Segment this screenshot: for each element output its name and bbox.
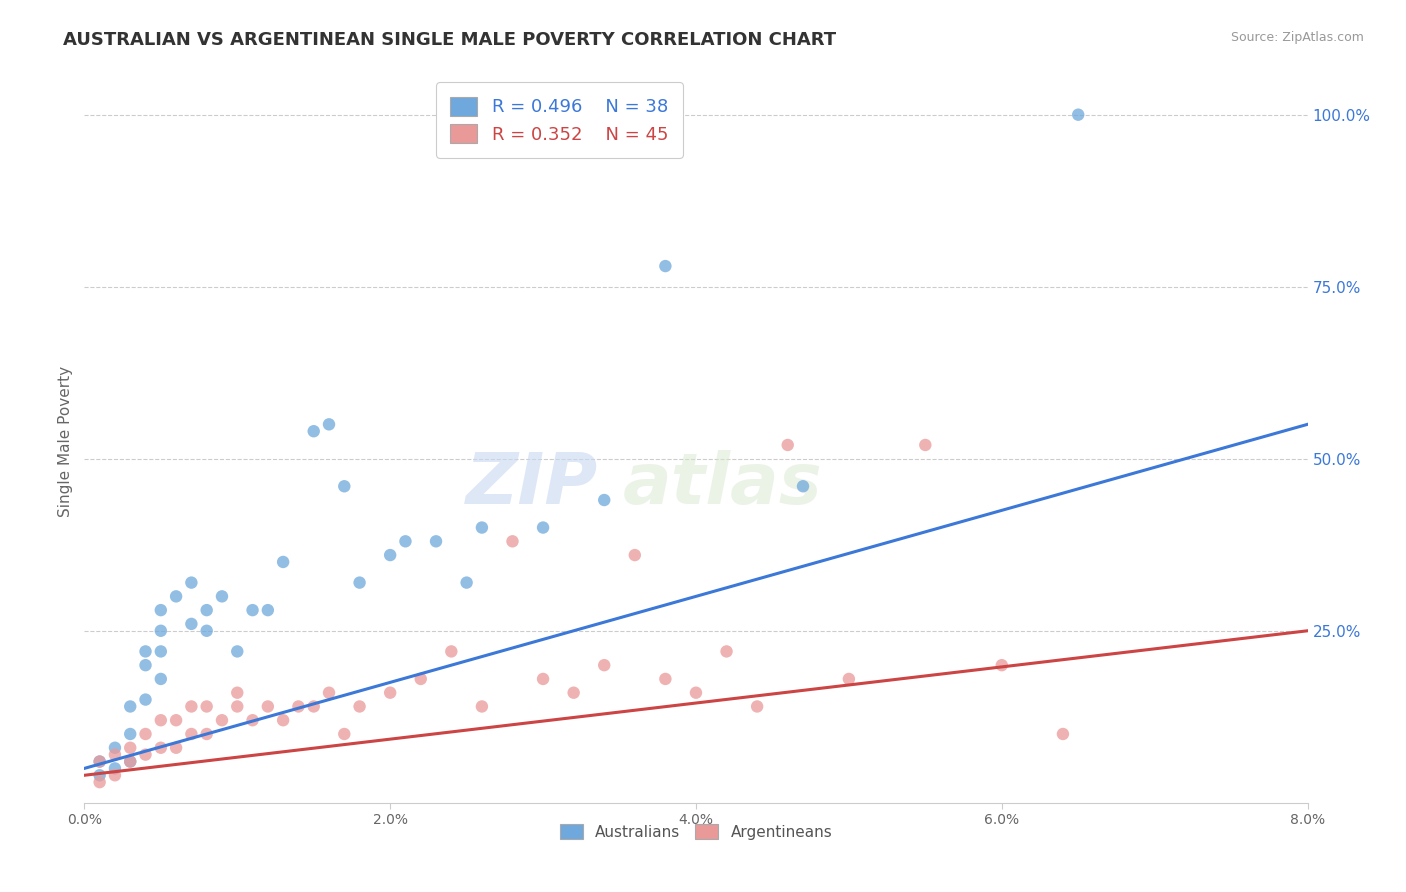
Point (120, 755, 142, 769)
Point (624, 548, 647, 562)
Point (654, 259, 676, 273)
Point (195, 727, 218, 741)
Point (242, 713, 264, 727)
Point (120, 699, 142, 714)
Point (776, 438, 799, 452)
Point (149, 740, 172, 755)
Point (349, 575, 371, 590)
Point (104, 740, 127, 755)
Point (409, 672, 432, 686)
Point (180, 727, 202, 741)
Text: Source: ZipAtlas.com: Source: ZipAtlas.com (1230, 31, 1364, 45)
Legend: Australians, Argentineans: Australians, Argentineans (554, 818, 838, 846)
Point (180, 699, 202, 714)
Point (242, 603, 264, 617)
Point (120, 740, 142, 755)
Point (562, 686, 585, 700)
Text: AUSTRALIAN VS ARGENTINEAN SINGLE MALE POVERTY CORRELATION CHART: AUSTRALIAN VS ARGENTINEAN SINGLE MALE PO… (63, 31, 837, 49)
Point (531, 672, 554, 686)
Point (531, 520, 554, 534)
Point (149, 713, 172, 727)
Point (1052, 727, 1074, 741)
Text: ZIP: ZIP (465, 450, 598, 519)
Point (104, 768, 127, 782)
Point (654, 672, 676, 686)
Point (716, 644, 738, 658)
Point (792, 479, 814, 493)
Point (838, 672, 860, 686)
Point (456, 575, 478, 590)
Point (120, 755, 142, 769)
Point (287, 699, 309, 714)
Point (257, 603, 280, 617)
Point (149, 672, 172, 686)
Point (104, 747, 127, 762)
Point (104, 761, 127, 775)
Point (120, 727, 142, 741)
Point (271, 555, 294, 569)
Point (318, 686, 340, 700)
Point (318, 417, 340, 432)
Point (302, 424, 325, 438)
Point (440, 644, 463, 658)
Point (89, 775, 111, 789)
Point (302, 699, 325, 714)
Point (257, 699, 280, 714)
Point (226, 699, 249, 714)
Point (380, 548, 402, 562)
Point (211, 713, 233, 727)
Point (195, 624, 218, 638)
Point (89, 755, 111, 769)
Point (685, 686, 707, 700)
Point (349, 699, 371, 714)
Point (89, 755, 111, 769)
Point (211, 590, 233, 604)
Point (165, 740, 187, 755)
Point (135, 658, 157, 673)
Point (135, 727, 157, 741)
Point (747, 699, 769, 714)
Point (593, 658, 616, 673)
Point (380, 686, 402, 700)
Point (394, 534, 416, 549)
Point (135, 644, 157, 658)
Point (165, 590, 187, 604)
Point (1067, 108, 1090, 122)
Point (226, 686, 249, 700)
Y-axis label: Single Male Poverty: Single Male Poverty (58, 366, 73, 517)
Point (195, 603, 218, 617)
Point (195, 699, 218, 714)
Point (149, 624, 172, 638)
Point (180, 616, 202, 631)
Point (333, 479, 356, 493)
Point (271, 713, 294, 727)
Point (593, 493, 616, 508)
Text: atlas: atlas (623, 450, 823, 519)
Point (991, 658, 1014, 673)
Point (226, 644, 249, 658)
Point (89, 768, 111, 782)
Point (914, 438, 936, 452)
Point (502, 534, 524, 549)
Point (135, 747, 157, 762)
Point (471, 699, 494, 714)
Point (180, 575, 202, 590)
Point (425, 534, 447, 549)
Point (135, 692, 157, 706)
Point (165, 713, 187, 727)
Point (333, 727, 356, 741)
Point (149, 644, 172, 658)
Point (149, 603, 172, 617)
Point (471, 520, 494, 534)
